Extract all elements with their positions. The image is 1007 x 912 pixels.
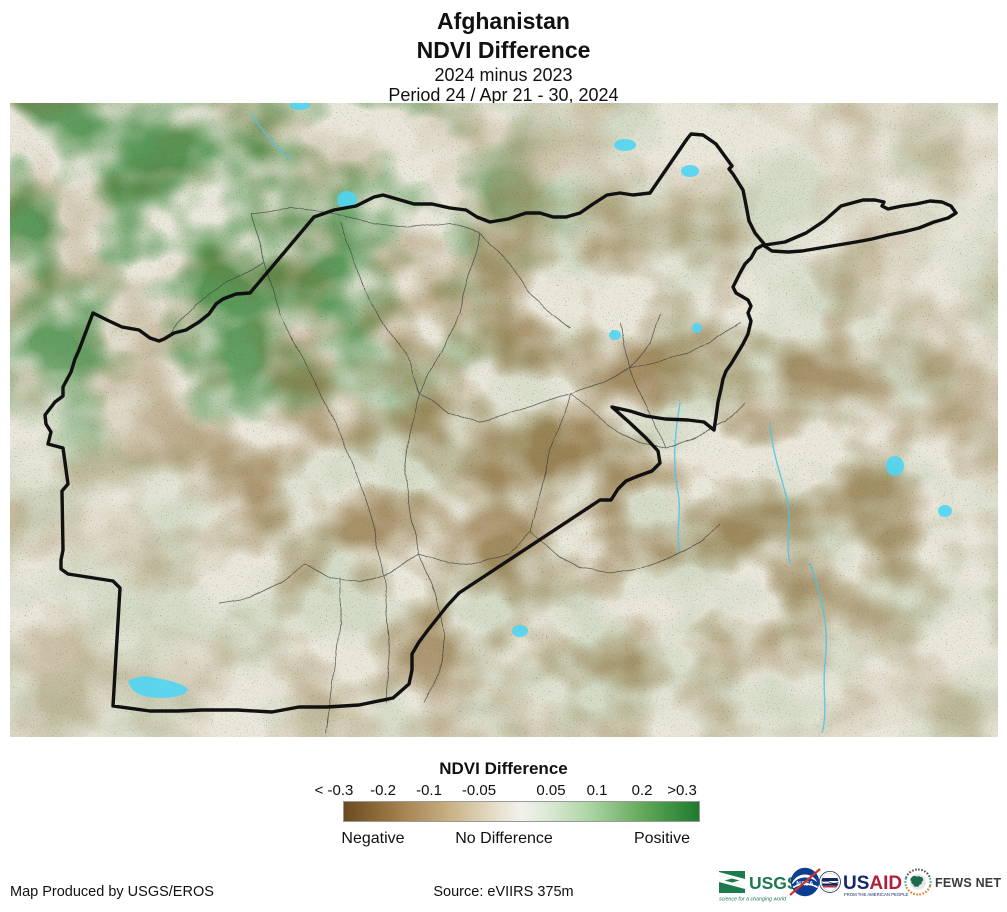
svg-text:science for a changing world: science for a changing world: [719, 897, 787, 903]
svg-text:FROM THE AMERICAN PEOPLE: FROM THE AMERICAN PEOPLE: [844, 892, 909, 897]
svg-text:FEWS NET: FEWS NET: [935, 876, 1001, 890]
svg-text:USAID: USAID: [843, 873, 902, 894]
